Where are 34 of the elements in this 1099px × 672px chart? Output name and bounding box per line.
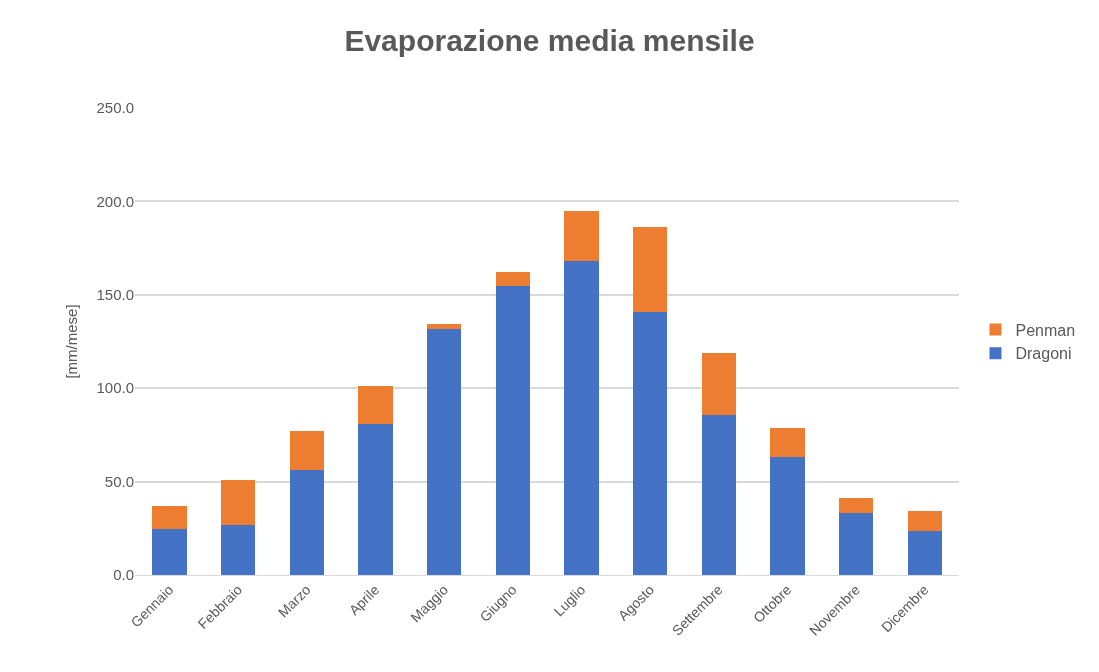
y-tick-label: 50.0 [104, 472, 134, 490]
bar [564, 211, 599, 262]
bar [770, 427, 805, 458]
legend-label: Penman [1015, 321, 1076, 339]
bar [495, 272, 530, 287]
bar [838, 498, 874, 513]
legend-label: Dragoni [1015, 345, 1072, 363]
y-tick-label: 250.0 [96, 99, 134, 117]
bar [152, 505, 187, 530]
bar [289, 430, 324, 471]
y-tick-label: 200.0 [96, 192, 134, 210]
y-tick-label: 100.0 [96, 379, 134, 397]
bar [358, 385, 393, 425]
bar [289, 470, 324, 575]
bar [838, 512, 874, 575]
bar [564, 261, 599, 575]
bar [220, 479, 256, 525]
bar [220, 524, 256, 575]
bar [152, 529, 187, 575]
bar [701, 352, 736, 415]
bar [358, 424, 393, 575]
bar [701, 414, 736, 575]
y-axis-title: [mm/mese] [62, 304, 80, 379]
bar [426, 323, 462, 329]
y-tick-label: 0.0 [113, 566, 134, 584]
bar [907, 510, 942, 531]
bar [632, 311, 668, 575]
bar [426, 328, 462, 575]
chart-title: Evaporazione media mensile [344, 24, 755, 58]
bar [770, 457, 805, 575]
y-tick-label: 150.0 [96, 286, 134, 304]
bar [907, 530, 942, 575]
bar [495, 286, 530, 575]
bar [632, 226, 668, 312]
